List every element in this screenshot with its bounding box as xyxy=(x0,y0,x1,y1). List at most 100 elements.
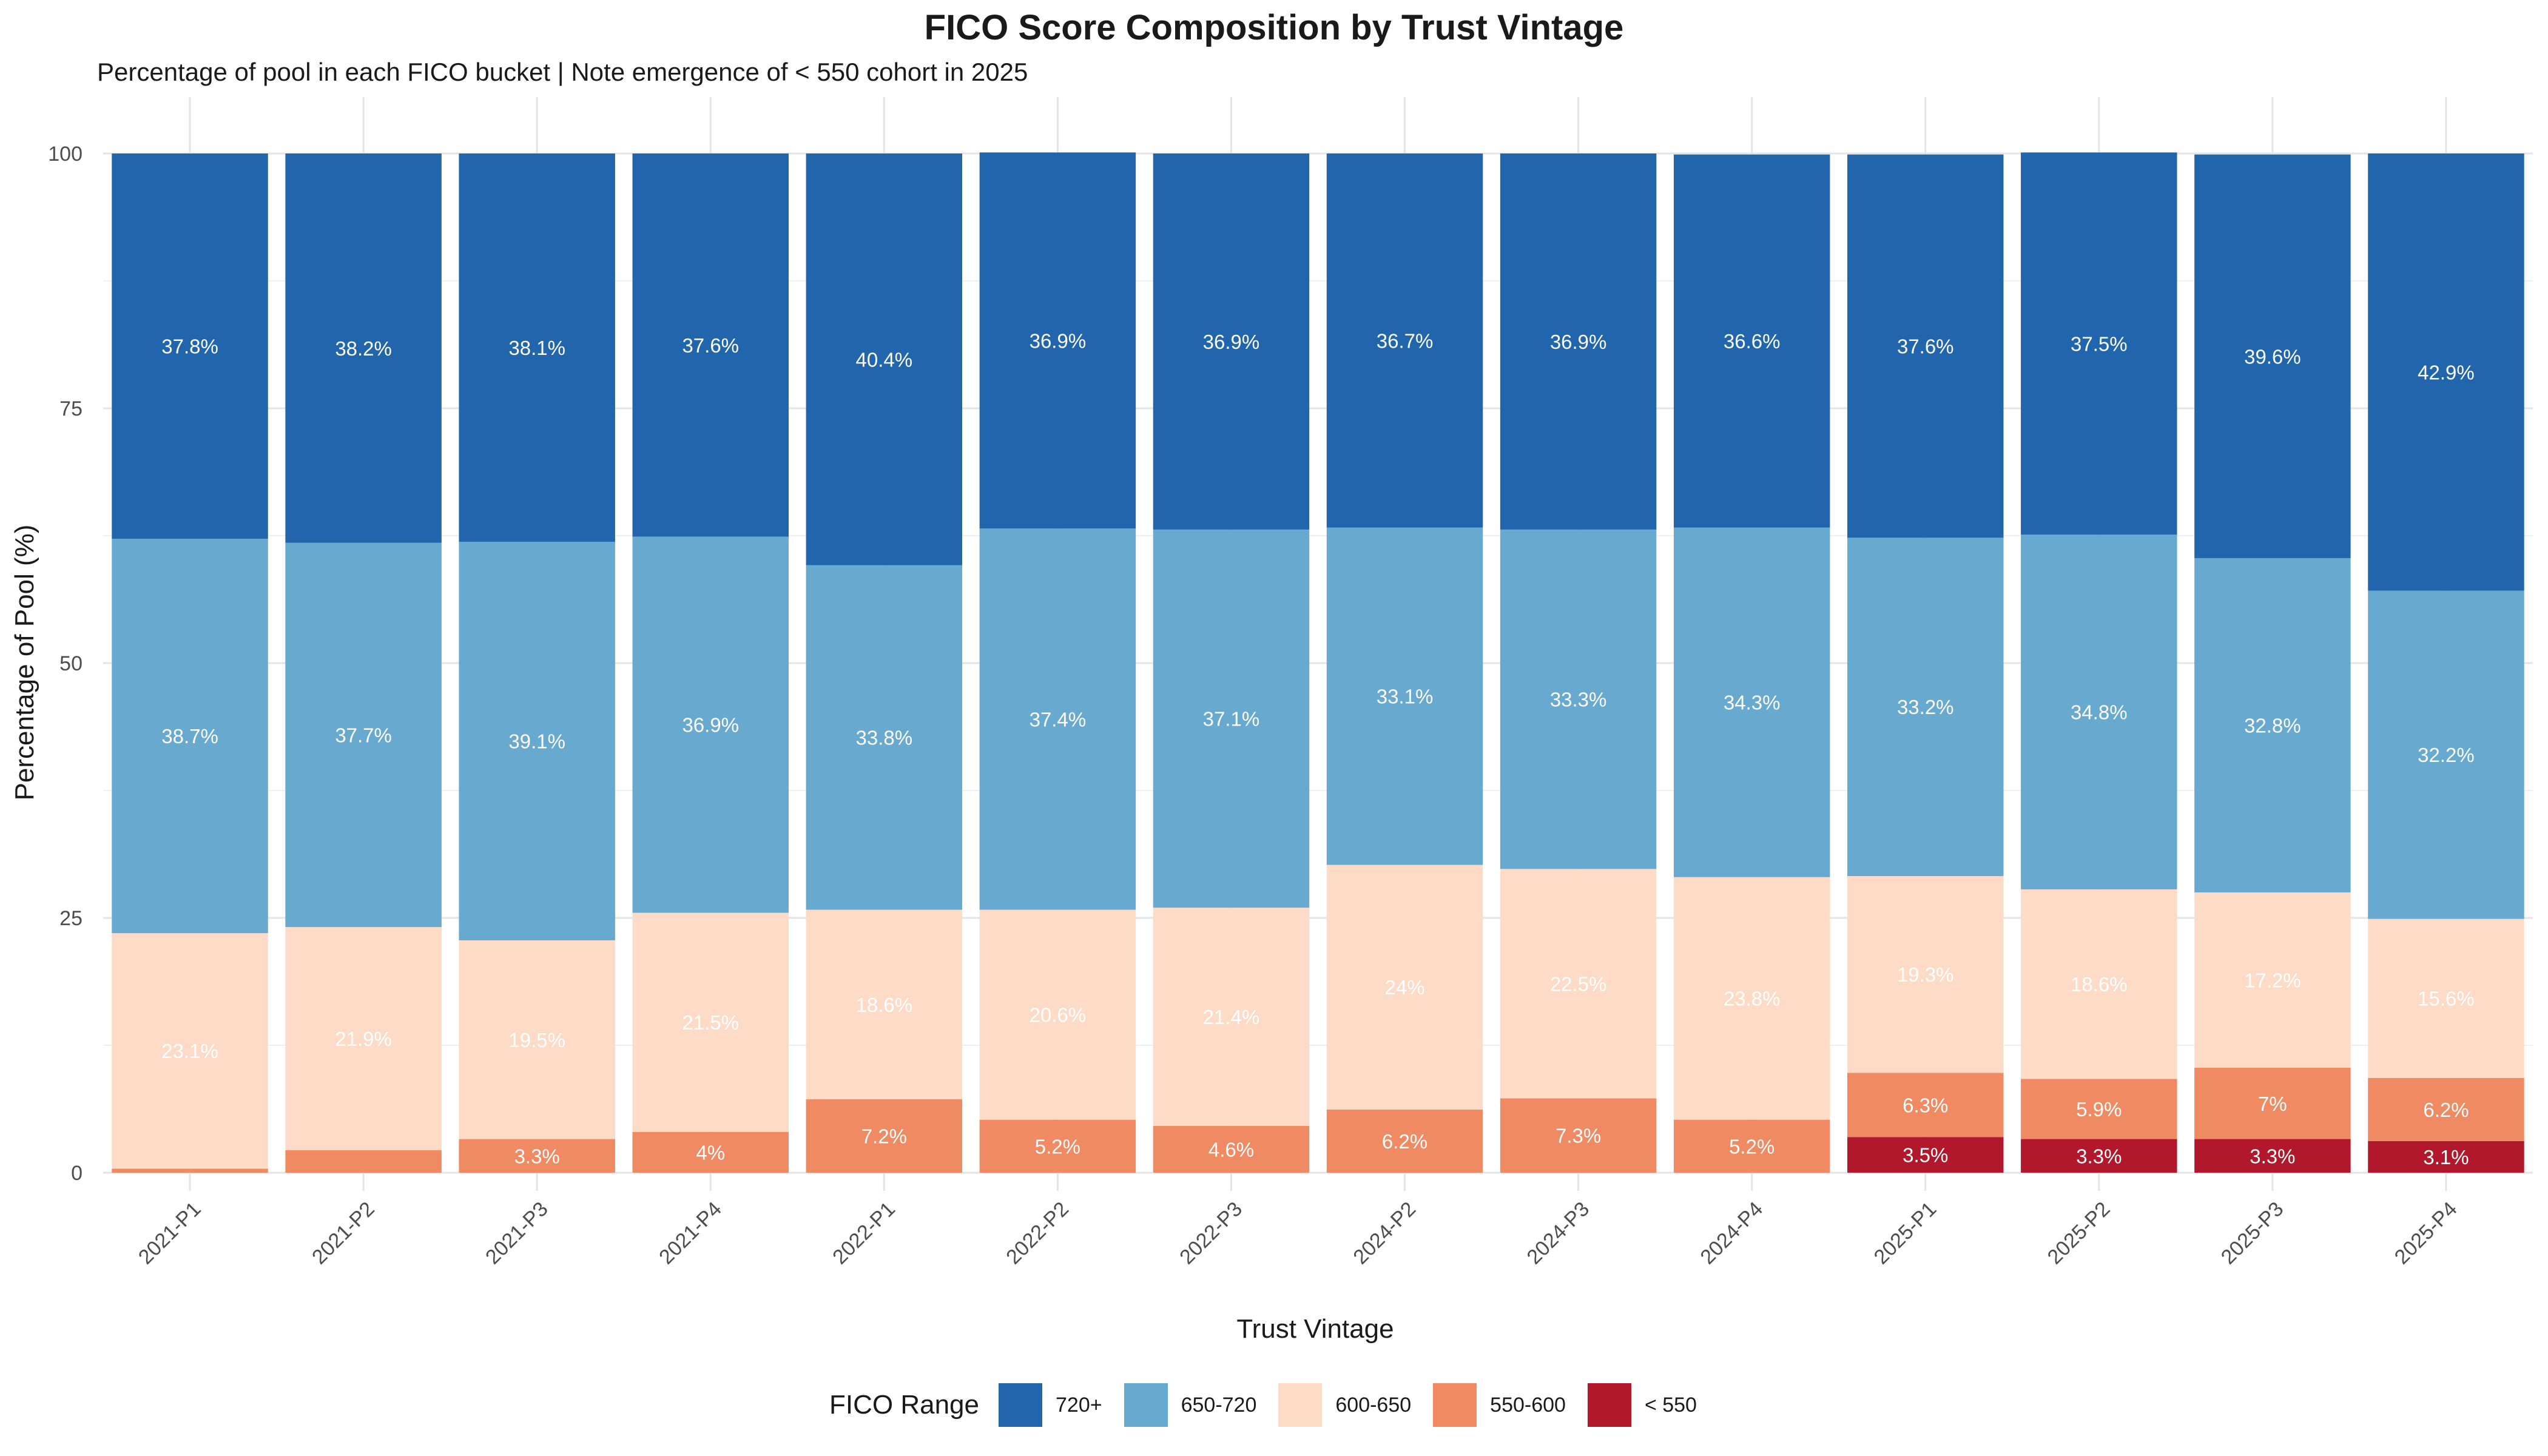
data-label: 20.6% xyxy=(1030,1004,1087,1026)
data-label: 21.5% xyxy=(682,1011,739,1034)
bar-segment xyxy=(979,152,1136,529)
bar-segment xyxy=(1500,153,1657,530)
bar-segment xyxy=(1153,1125,1310,1173)
legend: FICO Range 720+ 650-720 600-650 550-600 < 55… xyxy=(0,1383,2548,1427)
y-tick-label: 0 xyxy=(71,1162,83,1185)
bar-segment xyxy=(1153,529,1310,908)
data-label: 33.3% xyxy=(1550,689,1607,711)
data-label: 37.4% xyxy=(1030,708,1087,730)
bar-segment xyxy=(2194,1139,2351,1173)
legend-swatch xyxy=(999,1383,1042,1427)
x-axis-title: Trust Vintage xyxy=(1236,1314,1394,1344)
x-tick-label: 2021-P4 xyxy=(655,1198,726,1269)
bar-segment xyxy=(112,1168,268,1173)
data-label: 37.8% xyxy=(161,335,218,358)
data-label: 5.9% xyxy=(2076,1098,2122,1121)
chart-subtitle: Percentage of pool in each FICO bucket |… xyxy=(97,58,1028,86)
data-label: 6.2% xyxy=(1382,1130,1427,1153)
bar-segment xyxy=(979,1119,1136,1173)
y-tick-label: 25 xyxy=(59,907,83,930)
data-label: 17.2% xyxy=(2244,969,2301,991)
legend-label: 720+ xyxy=(1056,1393,1102,1417)
bar-segment xyxy=(285,542,442,928)
data-label: 19.5% xyxy=(508,1029,565,1051)
bar-segment xyxy=(2194,892,2351,1068)
x-tick-label: 2024-P2 xyxy=(1349,1198,1420,1269)
bar-segment xyxy=(459,1139,615,1173)
bar-segment xyxy=(1673,877,1830,1120)
legend-item: 600-650 xyxy=(1278,1383,1411,1427)
bar-segment xyxy=(632,536,789,913)
bar-segment xyxy=(285,927,442,1151)
data-label: 33.1% xyxy=(1377,686,1434,708)
data-label: 39.6% xyxy=(2244,345,2301,368)
bar-segment xyxy=(1847,1073,2004,1138)
bar-segment xyxy=(1326,153,1483,528)
x-tick-label: 2021-P2 xyxy=(308,1198,379,1269)
data-label: 7.2% xyxy=(861,1125,907,1148)
legend-item: 720+ xyxy=(999,1383,1102,1427)
legend-swatch xyxy=(1278,1383,1323,1427)
x-tick-label: 2024-P4 xyxy=(1696,1198,1768,1269)
data-label: 4% xyxy=(696,1141,725,1164)
legend-label: < 550 xyxy=(1644,1393,1697,1417)
data-label: 37.1% xyxy=(1203,708,1260,730)
legend-label: 650-720 xyxy=(1181,1393,1257,1417)
bar-segment xyxy=(806,565,963,910)
bar-segment xyxy=(632,153,789,537)
data-label: 37.6% xyxy=(682,334,739,357)
x-tick-label: 2025-P1 xyxy=(1870,1198,1941,1269)
bar-segment xyxy=(2194,558,2351,892)
legend-label: 550-600 xyxy=(1490,1393,1566,1417)
bar-segment xyxy=(1326,527,1483,865)
data-label: 37.5% xyxy=(2071,332,2128,355)
x-tick-label: 2025-P2 xyxy=(2043,1198,2115,1269)
x-tick-label: 2024-P3 xyxy=(1522,1198,1594,1269)
bar-segment xyxy=(2021,1139,2177,1173)
data-label: 36.9% xyxy=(1550,331,1607,353)
x-tick-label: 2025-P4 xyxy=(2390,1198,2462,1269)
bar-segment xyxy=(1847,1137,2004,1173)
bar-segment xyxy=(1847,154,2004,538)
data-label: 36.6% xyxy=(1724,330,1781,352)
data-label: 36.7% xyxy=(1377,329,1434,352)
legend-items: 720+ 650-720 600-650 550-600 < 550 xyxy=(999,1383,1719,1427)
bar-segment xyxy=(1847,538,2004,877)
data-label: 4.6% xyxy=(1208,1138,1254,1161)
bar-segment xyxy=(1153,908,1310,1126)
data-label: 15.6% xyxy=(2418,988,2475,1010)
data-label: 32.2% xyxy=(2418,744,2475,766)
legend-swatch xyxy=(1124,1383,1168,1427)
x-tick-label: 2022-P3 xyxy=(1175,1198,1247,1269)
data-label: 33.8% xyxy=(856,727,913,749)
data-label: 38.2% xyxy=(335,337,392,360)
bar-segment xyxy=(459,153,615,542)
bar-layer xyxy=(112,152,2524,1173)
data-label: 38.7% xyxy=(161,725,218,747)
bar-segment xyxy=(2368,1077,2524,1141)
data-label: 3.1% xyxy=(2423,1146,2469,1168)
legend-label: 600-650 xyxy=(1335,1393,1412,1417)
data-label: 5.2% xyxy=(1035,1135,1080,1158)
data-label: 7.3% xyxy=(1555,1125,1601,1147)
bar-segment xyxy=(979,909,1136,1120)
x-tick-label: 2022-P1 xyxy=(828,1198,900,1269)
bar-segment xyxy=(459,542,615,940)
bar-segment xyxy=(979,528,1136,910)
bar-segment xyxy=(2021,152,2177,535)
data-label: 18.6% xyxy=(856,994,913,1016)
legend-item: 650-720 xyxy=(1124,1383,1257,1427)
data-label: 39.1% xyxy=(508,730,565,753)
bar-segment xyxy=(1673,154,1830,528)
bar-segment xyxy=(2194,1067,2351,1139)
y-tick-label: 50 xyxy=(59,652,83,675)
x-tick-label: 2021-P1 xyxy=(134,1198,206,1269)
bar-segment xyxy=(112,539,268,934)
x-tick-label: 2025-P3 xyxy=(2217,1198,2288,1269)
bar-segment xyxy=(1673,527,1830,877)
data-label: 42.9% xyxy=(2418,361,2475,383)
data-label: 6.2% xyxy=(2423,1099,2469,1121)
data-label: 3.5% xyxy=(1903,1144,1948,1167)
data-label: 18.6% xyxy=(2071,973,2128,996)
chart-plot: 23.1% 38.7% 37.8% 21.9% 37.7% 38.2% 3.3% 19.5% 3… xyxy=(10,97,2533,1344)
